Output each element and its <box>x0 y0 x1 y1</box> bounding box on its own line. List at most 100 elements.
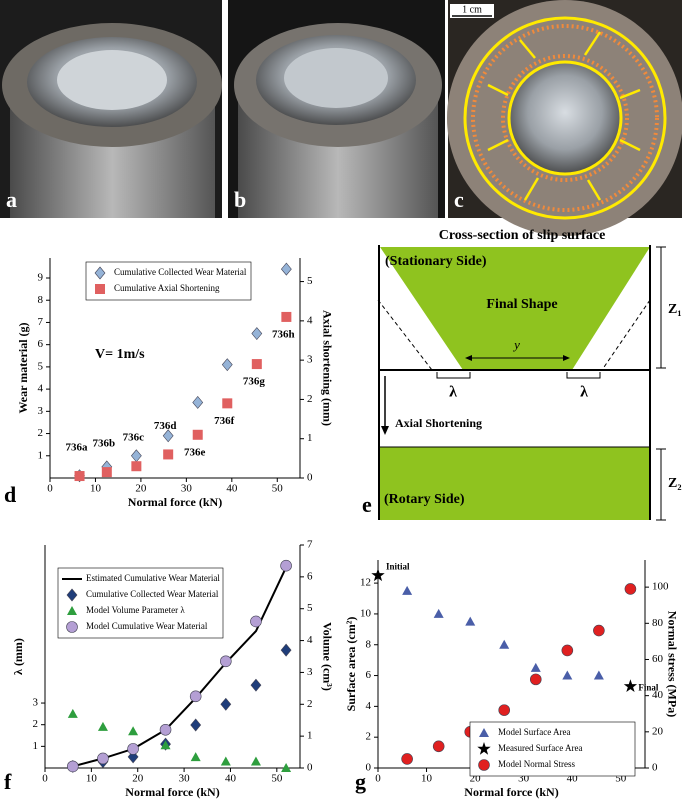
x-tick-label: 50 <box>272 483 284 495</box>
x-tick-label: 20 <box>132 773 144 785</box>
legend-marker <box>479 728 489 737</box>
marker <box>192 429 203 440</box>
y-tick-label: 9 <box>38 272 44 284</box>
legend-marker <box>66 588 78 602</box>
y-axis-label: Wear material (g) <box>16 322 30 413</box>
marker <box>401 753 413 765</box>
x-tick-label: 0 <box>42 773 48 785</box>
legend-box <box>469 721 636 777</box>
point-label: 736a <box>66 442 89 454</box>
y2-tick-label: 5 <box>307 275 313 287</box>
x-tick-label: 50 <box>615 773 627 785</box>
marker <box>128 726 139 736</box>
legend-label: Model Volume Parameter λ <box>86 605 185 615</box>
x-tick-label: 20 <box>135 483 147 495</box>
x-tick-label: 20 <box>470 773 482 785</box>
point-label: Initial <box>386 561 410 571</box>
marker <box>74 471 85 482</box>
x-tick-label: 50 <box>271 773 283 785</box>
y-tick-label: 5 <box>38 360 44 372</box>
marker <box>498 704 511 716</box>
marker <box>561 644 574 657</box>
legend-box <box>57 567 224 639</box>
point-label: 736d <box>154 420 177 432</box>
y2-tick-label: 2 <box>307 393 313 405</box>
y-tick-label: 7 <box>38 316 44 328</box>
diagram-label: λ <box>580 384 588 401</box>
y2-axis-label: Axial shortening (mm) <box>320 310 334 426</box>
y2-axis-label: Volume (cm³) <box>320 622 334 691</box>
marker <box>432 740 445 753</box>
legend-label: Cumulative Collected Wear Material <box>86 589 219 599</box>
legend-label: Cumulative Axial Shortening <box>114 283 220 293</box>
panel-label: f <box>4 769 12 794</box>
panel-label: c <box>454 187 464 212</box>
x-tick-label: 0 <box>47 483 53 495</box>
marker <box>97 752 109 765</box>
point-label: 736h <box>272 328 295 340</box>
point-label: 736g <box>243 376 266 388</box>
y2-tick-label: 3 <box>307 354 313 366</box>
marker <box>163 449 174 460</box>
y2-tick-label: 2 <box>307 698 313 710</box>
marker <box>281 311 292 322</box>
x-tick-label: 10 <box>90 483 102 495</box>
marker <box>250 678 262 692</box>
y-tick-label: 1 <box>38 449 44 461</box>
x-tick-label: 10 <box>86 773 98 785</box>
legend-label: Model Surface Area <box>498 727 570 737</box>
marker <box>159 723 172 736</box>
point-label: 736b <box>93 438 116 450</box>
y2-tick-label: 0 <box>652 762 658 774</box>
marker <box>130 449 142 463</box>
y-tick-label: 6 <box>366 669 372 681</box>
x-tick-label: 40 <box>567 773 579 785</box>
y-tick-label: 3 <box>33 697 39 709</box>
diagram-label: Final Shape <box>486 297 557 312</box>
scale-bar: 1 cm <box>462 4 482 15</box>
point-label: 736e <box>184 446 206 458</box>
marker <box>499 639 510 649</box>
y2-tick-label: 4 <box>307 634 313 646</box>
y-tick-label: 4 <box>38 383 44 395</box>
photo-b <box>228 0 445 218</box>
marker <box>250 615 262 628</box>
x-tick-label: 30 <box>518 773 530 785</box>
marker <box>220 756 231 766</box>
marker <box>221 358 233 372</box>
y-tick-label: 12 <box>360 577 371 589</box>
x-tick-label: 40 <box>226 483 238 495</box>
y-tick-label: 2 <box>366 731 372 743</box>
panel-label: g <box>355 769 366 794</box>
marker <box>101 467 112 478</box>
legend-label: Estimated Cumulative Wear Material <box>86 573 220 583</box>
y-tick-label: 8 <box>366 638 372 650</box>
photo-c: 1 cm <box>447 0 682 236</box>
marker <box>220 697 232 711</box>
x-axis-label: Normal force (kN) <box>128 495 222 509</box>
marker <box>222 398 233 409</box>
panel-label: b <box>234 187 246 212</box>
panel-label: d <box>4 482 16 507</box>
marker <box>281 763 292 772</box>
y-tick-label: 8 <box>38 294 44 306</box>
annotation: V= 1m/s <box>95 347 145 362</box>
y2-tick-label: 1 <box>307 432 313 444</box>
y-tick-label: 4 <box>366 700 372 712</box>
legend-label: Model Cumulative Wear Material <box>86 621 208 631</box>
y2-tick-label: 20 <box>652 725 664 737</box>
y2-tick-label: 7 <box>307 539 313 551</box>
point-label: 736c <box>123 432 145 444</box>
marker <box>190 752 201 762</box>
diagram-label: Axial Shortening <box>395 416 482 430</box>
point-label: Final <box>638 682 659 692</box>
marker <box>189 690 202 703</box>
x-tick-label: 0 <box>375 773 381 785</box>
y2-tick-label: 0 <box>307 762 313 774</box>
y2-tick-label: 60 <box>652 653 664 665</box>
legend-marker <box>94 266 106 280</box>
legend-box <box>85 261 252 301</box>
legend-marker <box>66 621 78 633</box>
legend-marker <box>95 284 105 294</box>
